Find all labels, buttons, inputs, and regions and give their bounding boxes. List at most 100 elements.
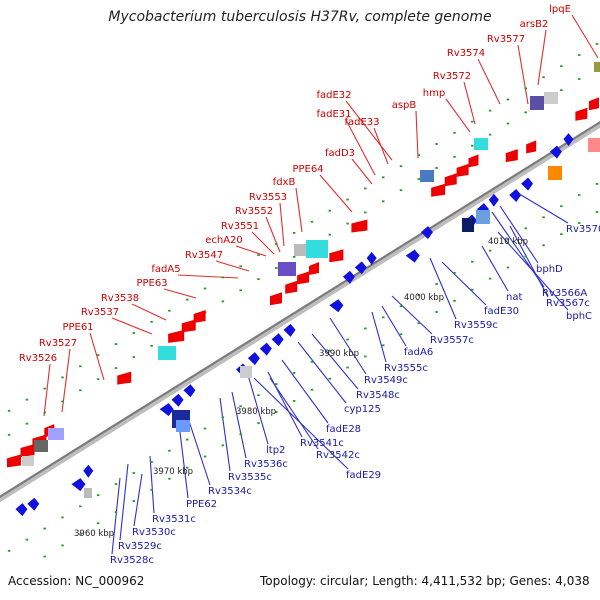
track-dot — [453, 131, 456, 134]
track-dot — [346, 338, 349, 341]
track-dot — [328, 209, 332, 212]
track-dot — [185, 298, 189, 301]
gene-arrow — [83, 464, 94, 478]
gene-label-rv3577: Rv3577 — [487, 34, 525, 45]
gene-label-aspb: aspB — [392, 100, 417, 111]
track-dot — [275, 411, 278, 413]
track-dot — [25, 422, 29, 425]
gene-block — [476, 210, 490, 224]
track-dot — [399, 189, 403, 192]
gene-arrow — [456, 163, 469, 177]
track-dot — [346, 198, 349, 201]
callout-echa20 — [235, 245, 267, 257]
track-dot — [43, 555, 46, 558]
gene-arrow — [27, 497, 40, 511]
callout-rv3566a — [491, 211, 545, 288]
track-dot — [595, 183, 599, 185]
callout-fade31 — [345, 119, 376, 176]
track-dot — [471, 260, 474, 263]
track-dot — [43, 411, 46, 414]
gene-label-rv3572: Rv3572 — [433, 71, 471, 82]
track-dot — [381, 344, 385, 347]
gene-label-rv3574: Rv3574 — [447, 48, 485, 59]
track-dot — [221, 444, 225, 447]
callout-fade29 — [253, 377, 349, 470]
callout-rv3577 — [517, 44, 529, 105]
track-dot — [595, 211, 599, 213]
track-dot — [114, 367, 118, 369]
gene-arrow — [308, 261, 319, 275]
track-dot — [310, 220, 314, 223]
gene-arrow — [521, 177, 534, 191]
track-dot — [488, 249, 492, 252]
gene-arrow — [405, 249, 420, 263]
gene-block — [278, 262, 296, 276]
gene-arrow — [505, 149, 518, 163]
track-dot — [275, 383, 278, 385]
callout-rv3537 — [111, 317, 153, 335]
gene-arrow — [342, 270, 355, 284]
gene-label-rv3559c: Rv3559c — [454, 320, 498, 331]
callout-rv3530c — [133, 473, 143, 527]
track-dot — [524, 87, 527, 90]
gene-arrow — [20, 443, 35, 457]
callout-ppe63 — [163, 288, 197, 299]
track-dot — [203, 427, 207, 430]
track-dot — [132, 472, 136, 474]
track-dot — [595, 43, 599, 45]
callout-rv3542c — [269, 377, 319, 450]
callout-lines — [43, 14, 599, 555]
callout-rv3549c — [329, 317, 367, 375]
track-dot — [364, 355, 367, 358]
gene-label-bphd: bphD — [536, 264, 563, 275]
callout-rv3536c — [231, 391, 247, 459]
gene-arrow — [444, 173, 457, 187]
gene-block — [158, 346, 176, 360]
gene-arrow — [6, 454, 21, 468]
callout-fada5 — [177, 274, 239, 279]
track-dot — [524, 255, 527, 258]
gene-arrow — [431, 183, 446, 197]
track-dot — [328, 349, 332, 352]
gene-block — [588, 138, 600, 152]
callout-ppe64 — [319, 174, 353, 213]
track-dot — [364, 187, 367, 190]
track-dot — [453, 271, 456, 274]
gene-label-fadd3: fadD3 — [325, 148, 355, 159]
track-dot — [399, 165, 403, 168]
track-dot — [560, 205, 563, 208]
callout-fade32 — [345, 100, 393, 161]
gene-label-rv3557c: Rv3557c — [430, 335, 474, 346]
track-dot — [381, 316, 385, 319]
callout-rv3567c — [509, 225, 549, 298]
callout-nat — [481, 245, 509, 292]
gene-arrow — [549, 145, 562, 159]
genome-summary-text: Topology: circular; Length: 4,411,532 bp… — [260, 574, 590, 588]
gene-label-rv3551: Rv3551 — [221, 221, 259, 232]
gene-arrow — [420, 226, 433, 240]
track-dot — [560, 89, 563, 92]
callout-arsb2 — [537, 29, 547, 86]
gene-label-fada6: fadA6 — [404, 347, 433, 358]
gene-block — [474, 138, 488, 150]
track-dot — [328, 233, 332, 236]
track-dot — [239, 289, 242, 292]
track-dot — [61, 516, 64, 519]
scale-tick-label: 3980 kbp — [236, 407, 276, 417]
callout-rv3574 — [477, 58, 501, 105]
track-dot — [221, 300, 225, 303]
callout-fade33 — [373, 127, 389, 165]
gene-label-rv3526: Rv3526 — [19, 353, 57, 364]
callout-rv3528c — [111, 477, 121, 555]
callout-rv3553 — [279, 202, 285, 247]
genome-backbone-shade — [0, 121, 600, 498]
track-dot — [292, 256, 296, 258]
gene-arrow — [354, 261, 367, 275]
callout-rv3535c — [219, 397, 231, 472]
gene-label-fade31: fadE31 — [316, 109, 351, 120]
gene-arrow — [329, 299, 344, 313]
track-dot — [7, 409, 11, 412]
track-dot — [96, 378, 100, 381]
track-dot — [257, 422, 260, 425]
